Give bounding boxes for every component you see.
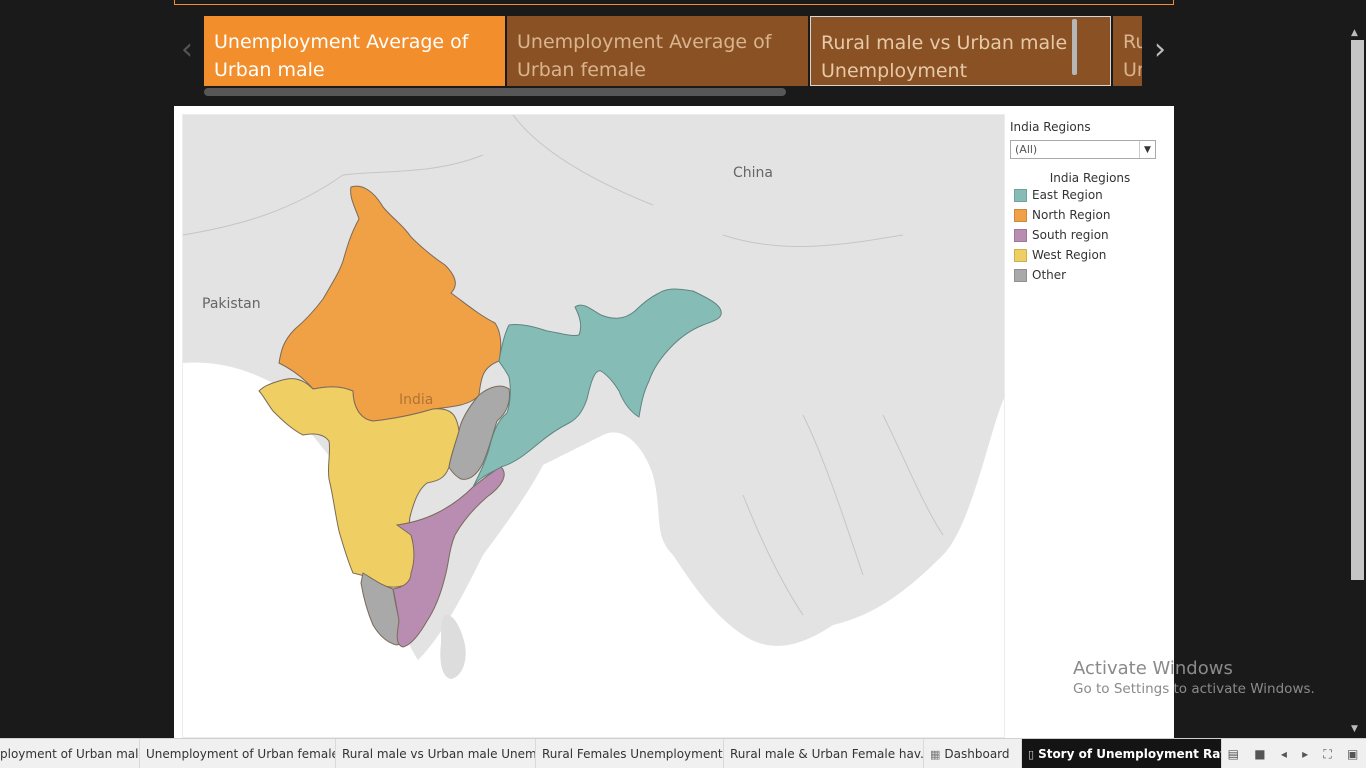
legend-item-west[interactable]: West Region bbox=[1014, 245, 1170, 265]
tab-urban-female[interactable]: Unemployment of Urban female bbox=[140, 739, 336, 768]
legend-swatch bbox=[1014, 268, 1027, 282]
tab-story[interactable]: ▯ Story of Unemployment Rat... bbox=[1022, 739, 1222, 768]
chevron-right-icon[interactable]: › bbox=[1154, 32, 1166, 67]
east-region[interactable] bbox=[472, 288, 722, 488]
story-point-rural-vs-urban-male[interactable]: Rural male vs Urban male Unemployment bbox=[810, 16, 1111, 86]
legend-item-north[interactable]: North Region bbox=[1014, 205, 1170, 225]
tab-label: ployment of Urban male bbox=[0, 747, 140, 761]
legend-item-east[interactable]: East Region bbox=[1014, 185, 1170, 205]
legend-label: South region bbox=[1032, 228, 1109, 242]
legend-list: East Region North Region South region We… bbox=[1010, 185, 1170, 285]
tab-label: Unemployment of Urban female bbox=[146, 747, 336, 761]
dashboard-area: China Pakistan India India Regions (All)… bbox=[174, 106, 1174, 738]
map-label-china: China bbox=[733, 165, 773, 181]
story-point-scroll-grip[interactable] bbox=[1072, 19, 1077, 75]
activate-windows-watermark: Activate Windows Go to Settings to activ… bbox=[1073, 658, 1315, 697]
tab-dashboard[interactable]: ▦ Dashboard bbox=[924, 739, 1022, 768]
ocean bbox=[183, 362, 1004, 737]
story-points-scrollbar[interactable] bbox=[204, 88, 786, 96]
story-title-bar bbox=[174, 0, 1174, 5]
presentation-icon[interactable]: ▣ bbox=[1347, 747, 1359, 761]
tab-label: Dashboard bbox=[944, 747, 1010, 761]
watermark-subtitle: Go to Settings to activate Windows. bbox=[1073, 681, 1315, 697]
map-label-pakistan: Pakistan bbox=[202, 296, 261, 312]
story-point-next-partial[interactable]: Ru Ur bbox=[1113, 16, 1142, 86]
legend-panel: India Regions (All) ▼ India Regions East… bbox=[1010, 120, 1170, 285]
dashboard-icon: ▦ bbox=[930, 747, 941, 761]
legend-title: India Regions bbox=[1049, 171, 1131, 185]
legend-swatch bbox=[1014, 188, 1027, 202]
tab-label: Story of Unemployment Rat... bbox=[1038, 747, 1222, 761]
neighbour-borders bbox=[183, 115, 944, 616]
legend-item-south[interactable]: South region bbox=[1014, 225, 1170, 245]
legend-swatch bbox=[1014, 228, 1027, 242]
grid-view-icon[interactable]: ▤ bbox=[1227, 747, 1239, 761]
tab-rural-male-urban-female[interactable]: Rural male & Urban Female hav... bbox=[724, 739, 924, 768]
tab-controls: ▤ ■ ◂ ▸ ⛶ ▣ bbox=[1220, 739, 1366, 768]
legend-label: West Region bbox=[1032, 248, 1107, 262]
story-point-label: Rural male vs Urban male Unemployment bbox=[821, 32, 1068, 82]
vertical-scroll-thumb[interactable] bbox=[1351, 40, 1364, 580]
chevron-left-icon[interactable]: ‹ bbox=[181, 32, 193, 67]
legend-label: East Region bbox=[1032, 188, 1103, 202]
legend-label: Other bbox=[1032, 268, 1067, 282]
tab-label: Rural Females Unemployment bbox=[542, 747, 723, 761]
filmstrip-icon[interactable]: ■ bbox=[1254, 747, 1266, 761]
tab-label: Rural male & Urban Female hav... bbox=[730, 747, 924, 761]
tab-rural-vs-urban-male[interactable]: Rural male vs Urban male Unem... bbox=[336, 739, 536, 768]
sri-lanka bbox=[440, 614, 466, 679]
story-point-navigator: Unemployment Average of Urban male Unemp… bbox=[204, 16, 1142, 86]
legend-label: North Region bbox=[1032, 208, 1111, 222]
story-point-urban-female[interactable]: Unemployment Average of Urban female bbox=[507, 16, 808, 86]
india-region-map[interactable]: China Pakistan India bbox=[182, 114, 1005, 738]
map-canvas[interactable] bbox=[183, 115, 1005, 738]
region-filter-dropdown[interactable]: (All) ▼ bbox=[1010, 140, 1156, 159]
filter-title: India Regions bbox=[1010, 120, 1091, 134]
map-label-india: India bbox=[399, 392, 434, 408]
legend-swatch bbox=[1014, 248, 1027, 262]
watermark-title: Activate Windows bbox=[1073, 658, 1233, 679]
legend-item-other[interactable]: Other bbox=[1014, 265, 1170, 285]
scroll-down-icon[interactable]: ▼ bbox=[1351, 724, 1358, 734]
chevron-down-icon[interactable]: ▼ bbox=[1139, 141, 1155, 158]
next-sheet-icon[interactable]: ▸ bbox=[1302, 747, 1309, 761]
story-icon: ▯ bbox=[1028, 747, 1035, 761]
tab-label: Rural male vs Urban male Unem... bbox=[342, 747, 536, 761]
scroll-up-icon[interactable]: ▲ bbox=[1351, 28, 1358, 38]
tab-rural-females[interactable]: Rural Females Unemployment bbox=[536, 739, 724, 768]
sheet-tab-bar: ployment of Urban male Unemployment of U… bbox=[0, 738, 1366, 768]
story-point-urban-male[interactable]: Unemployment Average of Urban male bbox=[204, 16, 505, 86]
tab-urban-male[interactable]: ployment of Urban male bbox=[0, 739, 140, 768]
prev-sheet-icon[interactable]: ◂ bbox=[1280, 747, 1287, 761]
filter-selected-value: (All) bbox=[1015, 143, 1038, 156]
fullscreen-icon[interactable]: ⛶ bbox=[1323, 746, 1332, 761]
legend-swatch bbox=[1014, 208, 1027, 222]
